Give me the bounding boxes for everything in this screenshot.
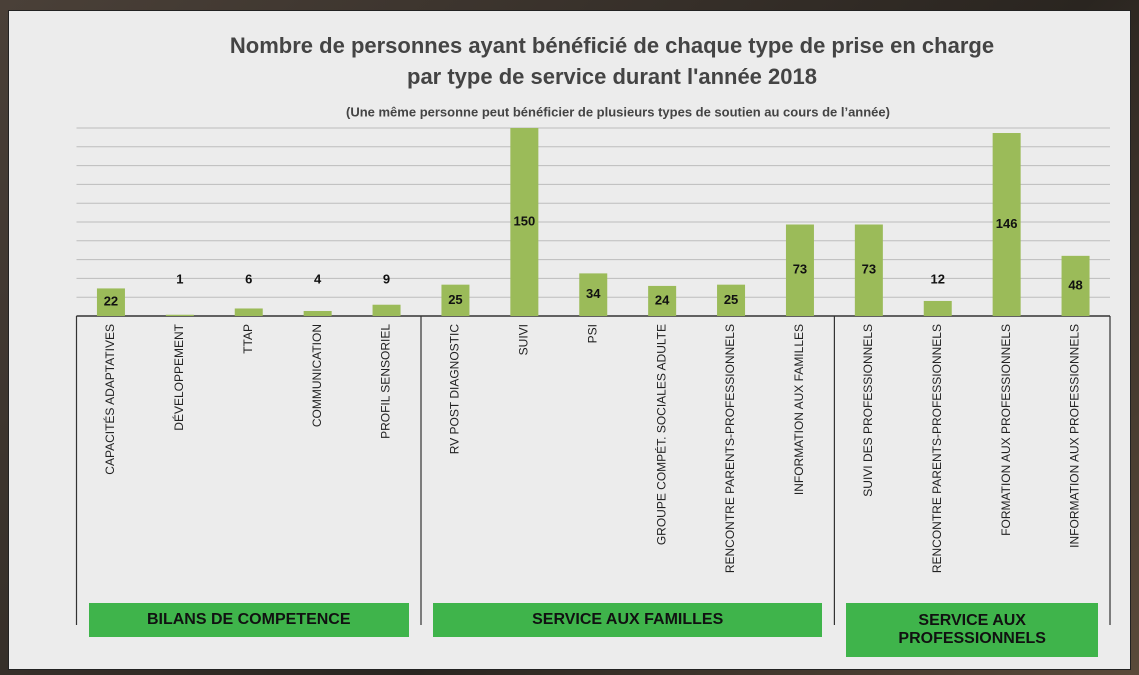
- x-tick-label: TTAP: [241, 324, 255, 354]
- data-label: 25: [448, 292, 462, 307]
- data-label: 12: [931, 271, 945, 286]
- chart-note: (Une même personne peut bénéficier de pl…: [346, 104, 890, 119]
- x-tick-label: RENCONTRE PARENTS-PROFESSIONNELS: [723, 324, 737, 573]
- data-label: 25: [724, 292, 738, 307]
- data-label: 4: [314, 271, 322, 286]
- x-tick-label: RENCONTRE PARENTS-PROFESSIONNELS: [930, 324, 944, 573]
- x-tick-label: CAPACITÉS ADAPTATIVES: [102, 324, 117, 475]
- data-label: 48: [1068, 277, 1082, 292]
- data-label: 1: [176, 271, 183, 286]
- data-label: 24: [655, 292, 670, 307]
- x-tick-label: SUIVI DES PROFESSIONNELS: [861, 324, 875, 497]
- x-tick-label: INFORMATION AUX FAMILLES: [792, 324, 806, 495]
- x-tick-label: GROUPE COMPÉT. SOCIALES ADULTE: [653, 324, 668, 545]
- group-label: SERVICE AUX PROFESSIONNELS: [846, 603, 1098, 657]
- chart-title: Nombre de personnes ayant bénéficié de c…: [230, 33, 994, 58]
- x-tick-label: FORMATION AUX PROFESSIONNELS: [999, 324, 1013, 536]
- chart: Nombre de personnes ayant bénéficié de c…: [0, 0, 1139, 675]
- x-tick-label: SUIVI: [517, 324, 531, 355]
- data-label: 73: [793, 262, 807, 277]
- bar: [304, 311, 332, 316]
- data-label: 6: [245, 271, 252, 286]
- data-label: 34: [586, 286, 601, 301]
- x-tick-label: PROFIL SENSORIEL: [379, 324, 393, 439]
- page: Nombre de personnes ayant bénéficié de c…: [0, 0, 1139, 675]
- x-tick-label: DÉVELOPPEMENT: [171, 323, 186, 430]
- data-label: 150: [513, 213, 535, 228]
- bar: [235, 308, 263, 316]
- data-label: 9: [383, 271, 390, 286]
- bar: [924, 301, 952, 316]
- x-tick-label: INFORMATION AUX PROFESSIONNELS: [1068, 324, 1082, 548]
- data-label: 22: [104, 294, 118, 309]
- group-label: SERVICE AUX FAMILLES: [433, 603, 822, 637]
- x-tick-label: RV POST DIAGNOSTIC: [448, 324, 462, 455]
- x-tick-label: COMMUNICATION: [310, 324, 324, 427]
- bar: [373, 305, 401, 316]
- chart-subtitle: par type de service durant l'année 2018: [407, 64, 817, 89]
- data-label: 73: [862, 262, 876, 277]
- bar: [166, 315, 194, 316]
- group-label: BILANS DE COMPETENCE: [89, 603, 410, 637]
- data-label: 146: [996, 216, 1018, 231]
- x-tick-label: PSI: [585, 324, 599, 343]
